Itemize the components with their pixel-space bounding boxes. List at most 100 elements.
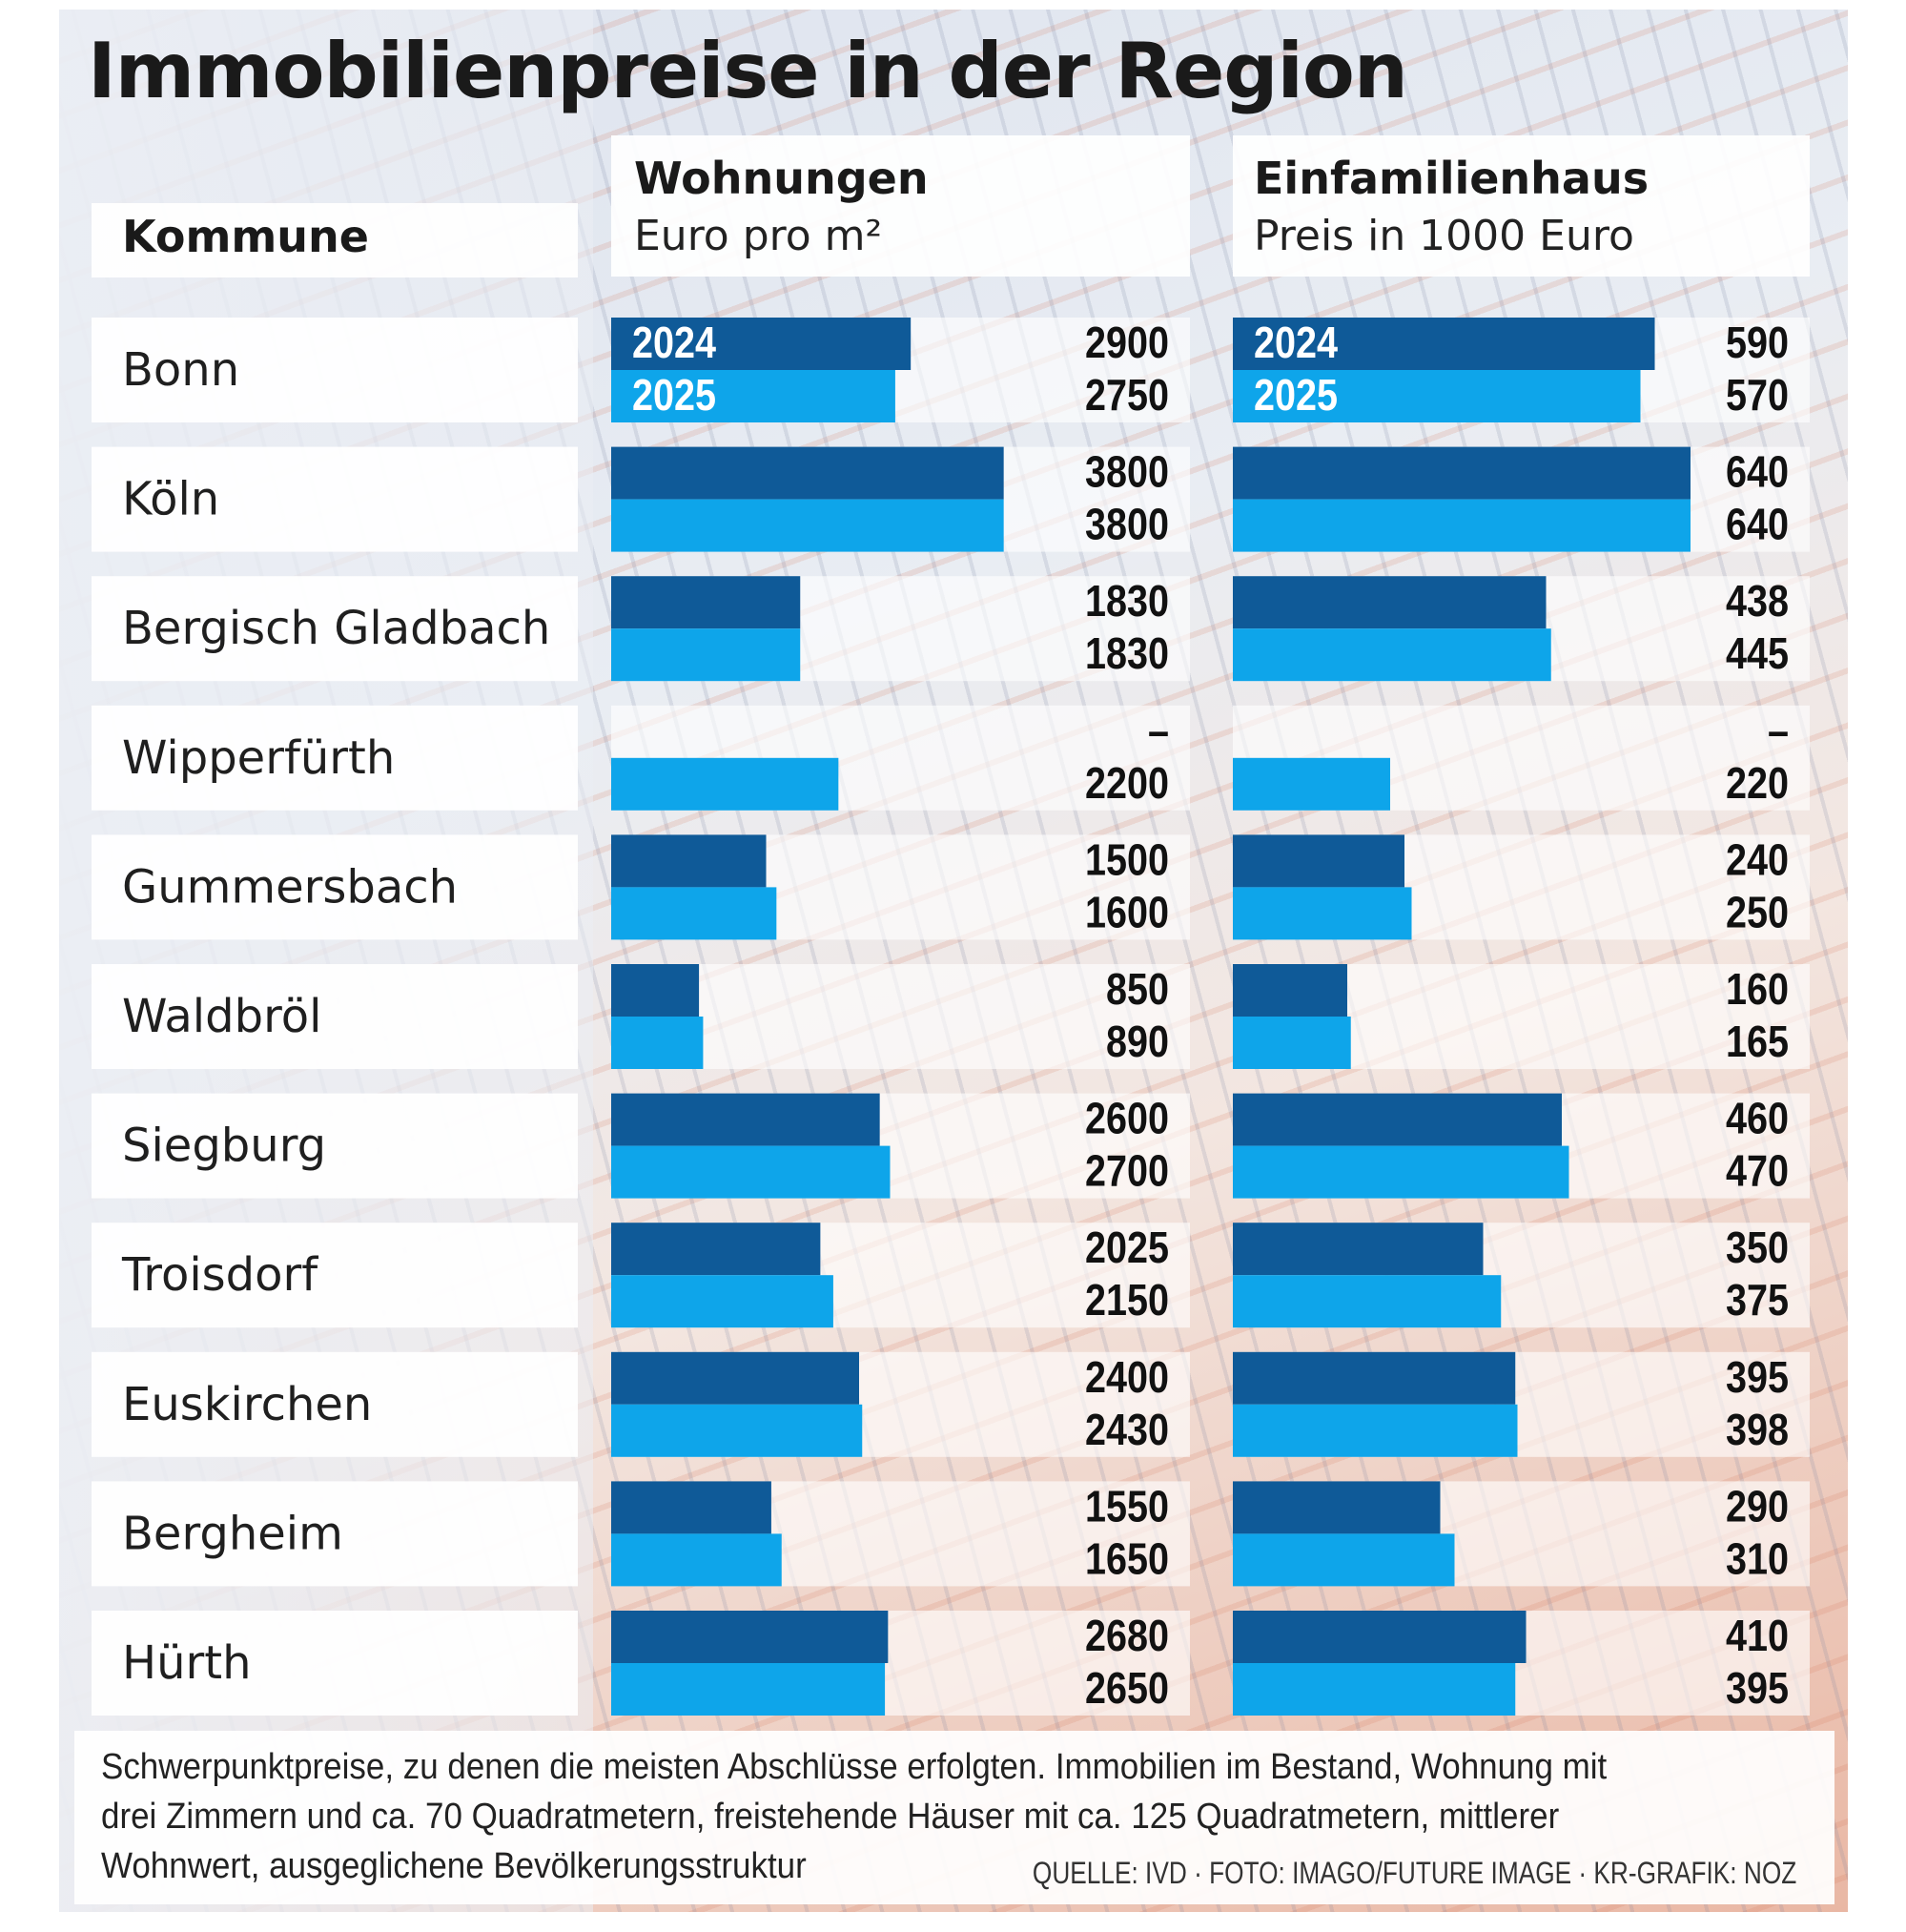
bar-wohnungen-2025-hurth [611, 1663, 886, 1716]
value-label-einfamilienhaus-2024-troisdorf: 350 [1726, 1223, 1789, 1272]
year-label-wohnungen-2024: 2024 [632, 319, 716, 367]
category-label-waldbrol: Waldbröl [122, 990, 321, 1043]
value-label-einfamilienhaus-2024-koln: 640 [1726, 448, 1789, 497]
value-label-wohnungen-2025-gummersbach: 1600 [1085, 889, 1169, 937]
category-label-gummersbach: Gummersbach [122, 860, 458, 914]
value-label-wohnungen-2024-wipperfurth: – [1148, 707, 1169, 755]
bar-wohnungen-2025-bonn [611, 370, 895, 422]
category-label-troisdorf: Troisdorf [121, 1248, 318, 1302]
bar-einfamilienhaus-2024-hurth [1233, 1611, 1527, 1663]
bar-wohnungen-2025-koln [611, 499, 1004, 552]
bar-wohnungen-2025-bergheim [611, 1533, 782, 1587]
value-label-wohnungen-2024-gummersbach: 1500 [1085, 836, 1169, 885]
row-label-box-wipperfurth [92, 705, 578, 811]
value-label-einfamilienhaus-2024-euskirchen: 395 [1726, 1353, 1789, 1402]
bar-wohnungen-2024-troisdorf [611, 1223, 821, 1276]
header-kommune: Kommune [92, 203, 578, 277]
category-label-hurth: Hürth [122, 1636, 252, 1690]
value-label-einfamilienhaus-2025-troisdorf: 375 [1726, 1276, 1789, 1325]
bar-einfamilienhaus-2025-koln [1233, 499, 1691, 552]
value-label-einfamilienhaus-2024-hurth: 410 [1726, 1612, 1789, 1660]
year-label-einfamilienhaus-2025: 2025 [1254, 371, 1338, 420]
value-label-wohnungen-2024-bergheim: 1550 [1085, 1483, 1169, 1531]
value-label-einfamilienhaus-2025-gummersbach: 250 [1726, 889, 1789, 937]
bar-einfamilienhaus-2024-siegburg [1233, 1093, 1562, 1146]
row-label-box-gummersbach [92, 834, 578, 940]
value-label-einfamilienhaus-2025-siegburg: 470 [1726, 1147, 1789, 1196]
bar-einfamilienhaus-2025-waldbrol [1233, 1017, 1351, 1069]
value-label-einfamilienhaus-2025-bergisch-gladbach: 445 [1726, 629, 1789, 678]
value-label-wohnungen-2024-hurth: 2680 [1085, 1612, 1169, 1660]
bar-wohnungen-2025-troisdorf [611, 1275, 833, 1328]
bar-einfamilienhaus-2024-gummersbach [1233, 834, 1404, 888]
category-label-koln: Köln [122, 473, 219, 526]
bar-wohnungen-2024-bergheim [611, 1481, 771, 1534]
value-label-wohnungen-2024-waldbrol: 850 [1106, 965, 1169, 1014]
value-label-wohnungen-2024-bonn: 2900 [1085, 319, 1169, 367]
row-label-box-koln [92, 446, 578, 552]
value-label-wohnungen-2025-bergisch-gladbach: 1830 [1085, 629, 1169, 678]
bar-wohnungen-2024-gummersbach [611, 834, 767, 888]
value-label-wohnungen-2025-bergheim: 1650 [1085, 1535, 1169, 1584]
value-label-wohnungen-2024-bergisch-gladbach: 1830 [1085, 577, 1169, 626]
header-wohnungen-unit: Euro pro m² [634, 212, 883, 260]
year-label-einfamilienhaus-2024: 2024 [1254, 319, 1338, 367]
value-label-einfamilienhaus-2025-hurth: 395 [1726, 1664, 1789, 1713]
value-label-einfamilienhaus-2025-waldbrol: 165 [1726, 1017, 1789, 1066]
value-label-einfamilienhaus-2025-bonn: 570 [1726, 371, 1789, 420]
bar-wohnungen-2025-bergisch-gladbach [611, 628, 801, 682]
row-label-box-waldbrol [92, 964, 578, 1069]
value-label-wohnungen-2025-euskirchen: 2430 [1085, 1406, 1169, 1454]
value-label-einfamilienhaus-2025-koln: 640 [1726, 501, 1789, 549]
bar-einfamilienhaus-2025-euskirchen [1233, 1404, 1518, 1457]
bar-einfamilienhaus-2025-troisdorf [1233, 1275, 1502, 1328]
row-label-box-bergisch-gladbach [92, 576, 578, 682]
value-label-wohnungen-2025-wipperfurth: 2200 [1085, 759, 1169, 808]
row-label-box-bonn [92, 318, 578, 422]
value-label-einfamilienhaus-2024-gummersbach: 240 [1726, 836, 1789, 885]
bar-einfamilienhaus-2025-bergheim [1233, 1533, 1455, 1587]
footnote-box: Schwerpunktpreise, zu denen die meisten … [74, 1731, 1834, 1904]
bar-wohnungen-2024-bergisch-gladbach [611, 576, 801, 629]
value-label-wohnungen-2024-koln: 3800 [1085, 448, 1169, 497]
value-label-einfamilienhaus-2025-euskirchen: 398 [1726, 1406, 1789, 1454]
row-label-box-hurth [92, 1611, 578, 1716]
value-label-einfamilienhaus-2024-waldbrol: 160 [1726, 965, 1789, 1014]
category-label-siegburg: Siegburg [122, 1120, 326, 1173]
bar-einfamilienhaus-2025-siegburg [1233, 1145, 1569, 1199]
value-label-einfamilienhaus-2024-bergisch-gladbach: 438 [1726, 577, 1789, 626]
value-label-wohnungen-2024-siegburg: 2600 [1085, 1095, 1169, 1143]
header-haus-unit: Preis in 1000 Euro [1254, 212, 1634, 260]
bar-wohnungen-2024-bonn [611, 318, 912, 370]
bar-wohnungen-2024-siegburg [611, 1093, 880, 1146]
footnote-text: Schwerpunktpreise, zu denen die meisten … [101, 1747, 1608, 1886]
row-label-box-euskirchen [92, 1351, 578, 1457]
bar-wohnungen-2024-euskirchen [611, 1351, 859, 1405]
bar-wohnungen-2024-waldbrol [611, 964, 700, 1017]
header-kommune-label: Kommune [122, 211, 369, 262]
value-label-wohnungen-2025-siegburg: 2700 [1085, 1147, 1169, 1196]
value-label-wohnungen-2024-troisdorf: 2025 [1085, 1223, 1169, 1272]
bar-wohnungen-2024-hurth [611, 1611, 889, 1663]
bar-wohnungen-2025-waldbrol [611, 1017, 704, 1069]
chart-title: Immobilienpreise in der Region [88, 27, 1408, 115]
bar-einfamilienhaus-2024-troisdorf [1233, 1223, 1484, 1276]
value-label-einfamilienhaus-2024-bonn: 590 [1726, 319, 1789, 367]
value-label-einfamilienhaus-2025-wipperfurth: 220 [1726, 759, 1789, 808]
bar-einfamilienhaus-2024-bonn [1233, 318, 1655, 370]
cell-bg-wohnungen-waldbrol [611, 964, 1190, 1069]
row-label-box-bergheim [92, 1481, 578, 1587]
bar-einfamilienhaus-2025-bonn [1233, 370, 1641, 422]
bar-einfamilienhaus-2024-euskirchen [1233, 1351, 1516, 1405]
category-label-euskirchen: Euskirchen [122, 1378, 372, 1431]
bar-wohnungen-2025-euskirchen [611, 1404, 863, 1457]
bar-einfamilienhaus-2025-bergisch-gladbach [1233, 628, 1551, 682]
row-label-box-troisdorf [92, 1223, 578, 1328]
category-label-bergisch-gladbach: Bergisch Gladbach [122, 602, 550, 655]
value-label-einfamilienhaus-2024-siegburg: 460 [1726, 1095, 1789, 1143]
bar-wohnungen-2025-gummersbach [611, 887, 777, 940]
row-label-box-siegburg [92, 1093, 578, 1199]
value-label-wohnungen-2024-euskirchen: 2400 [1085, 1353, 1169, 1402]
bar-einfamilienhaus-2024-bergisch-gladbach [1233, 576, 1547, 629]
